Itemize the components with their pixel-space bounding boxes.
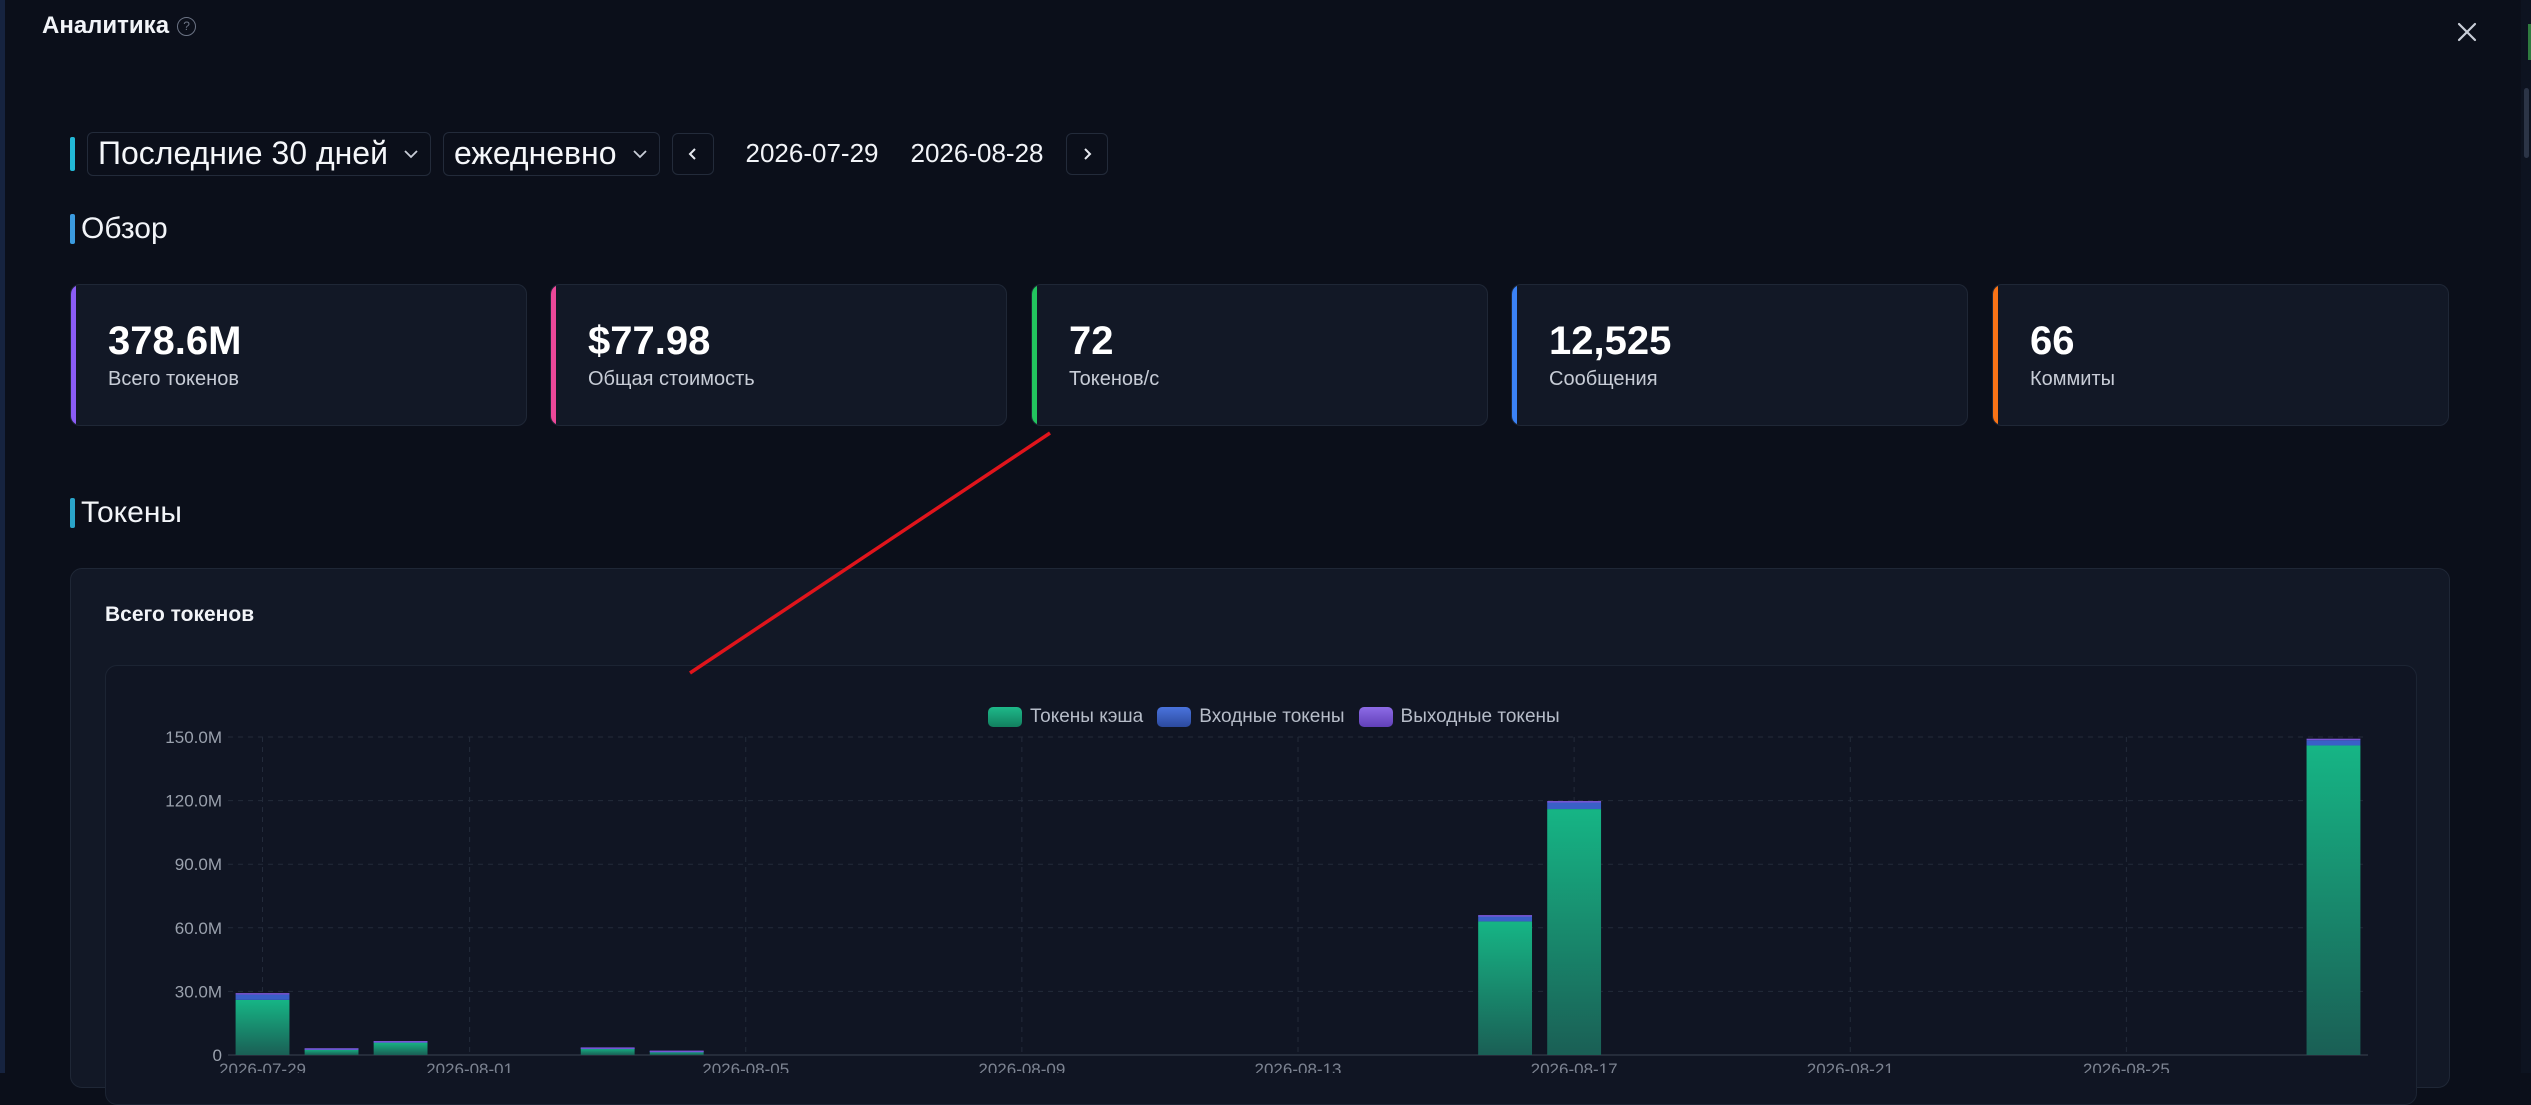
legend-item-cache[interactable]: Токены кэша: [988, 706, 1143, 728]
legend-swatch: [988, 707, 1022, 727]
x-tick-label: 2026-08-21: [1807, 1060, 1894, 1073]
chevron-right-icon: [1083, 147, 1091, 160]
bar-segment-cache[interactable]: [1547, 809, 1602, 1055]
y-tick-label: 60.0M: [175, 919, 222, 938]
legend-swatch: [1157, 707, 1192, 727]
bar-segment-output[interactable]: [649, 1050, 704, 1053]
stat-label: Сообщения: [1549, 368, 1658, 390]
window-left-edge: [0, 0, 5, 1073]
legend-label: Выходные токены: [1400, 706, 1560, 727]
stat-card-tokens-per-second: 72 Токенов/с: [1031, 284, 1488, 426]
stat-label: Всего токенов: [108, 368, 239, 390]
bar-segment-cache[interactable]: [1478, 921, 1533, 1055]
card-stripe: [1512, 285, 1517, 425]
scrollbar-track[interactable]: [2521, 0, 2531, 1073]
card-stripe: [551, 285, 556, 425]
bar-segment-input[interactable]: [1547, 802, 1602, 810]
card-stripe: [1993, 285, 1998, 425]
x-tick-label: 2026-08-25: [2083, 1060, 2170, 1073]
overview-title-text: Обзор: [81, 212, 168, 245]
annotation-line: [689, 431, 1051, 675]
card-stripe: [71, 285, 76, 425]
section-accent-bar: [70, 498, 75, 528]
bar-segment-output[interactable]: [580, 1047, 635, 1049]
bar-segment-cache[interactable]: [304, 1049, 359, 1055]
help-icon[interactable]: ?: [177, 16, 197, 36]
x-tick-label: 2026-07-29: [219, 1060, 306, 1073]
granularity-select-value: ежедневно: [453, 135, 617, 171]
tokens-bar-chart: 0 30.0M 60.0M 90.0M 120.0M 150.0M 2026-07-29 2…: [165, 728, 2368, 1073]
bar-segment-cache[interactable]: [373, 1042, 428, 1055]
date-controls: Последние 30 дней ежедневно 2026-07-29 2…: [70, 131, 1108, 176]
stat-value: 12,525: [1549, 319, 1672, 363]
x-tick-label: 2026-08-01: [426, 1060, 513, 1073]
stat-card-commits: 66 Коммиты: [1992, 284, 2449, 426]
bar-segment-cache[interactable]: [235, 999, 290, 1055]
period-select-value: Последние 30 дней: [98, 135, 388, 171]
chevron-left-icon: [688, 147, 696, 160]
stat-label: Токенов/с: [1069, 368, 1160, 390]
controls-accent-bar: [70, 136, 75, 171]
date-from: 2026-07-29: [745, 138, 879, 168]
legend-item-input[interactable]: Входные токены: [1157, 706, 1345, 728]
y-tick-label: 30.0M: [175, 982, 222, 1001]
legend-swatch: [1358, 707, 1393, 727]
section-accent-bar: [70, 214, 75, 244]
x-tick-label: 2026-08-05: [702, 1060, 789, 1073]
edge-indicator: [2528, 24, 2531, 60]
annotation-arrow: [689, 431, 1051, 675]
next-period-button[interactable]: [1065, 132, 1108, 175]
chart-legend: Токены кэша Входные токены Выходные токе…: [988, 706, 1560, 728]
stat-card-messages: 12,525 Сообщения: [1511, 284, 1968, 426]
stat-label: Общая стоимость: [588, 368, 755, 390]
stat-value: 378.6M: [108, 319, 242, 363]
stat-value: 72: [1069, 319, 1114, 363]
stat-value: $77.98: [588, 319, 711, 363]
date-to: 2026-08-28: [910, 138, 1044, 168]
bar-segment-output[interactable]: [1478, 915, 1533, 917]
bar-segment-input[interactable]: [1478, 916, 1533, 922]
overview-section-title: Обзор: [70, 212, 168, 246]
scrollbar-thumb[interactable]: [2524, 88, 2529, 158]
bar-segment-output[interactable]: [2306, 738, 2361, 741]
chevron-down-icon: [632, 149, 647, 158]
x-tick-label: 2026-08-13: [1255, 1060, 1342, 1073]
bar-segment-output[interactable]: [373, 1041, 428, 1043]
legend-item-output[interactable]: Выходные токены: [1358, 706, 1560, 728]
granularity-select[interactable]: ежедневно: [442, 131, 660, 176]
y-tick-label: 150.0M: [165, 728, 222, 747]
bar-segment-input[interactable]: [2306, 740, 2361, 746]
close-icon[interactable]: [2453, 18, 2481, 46]
bar-segment-output[interactable]: [1547, 801, 1602, 803]
x-tick-label: 2026-08-17: [1531, 1060, 1618, 1073]
tokens-section-title: Токены: [70, 496, 182, 530]
y-tick-label: 0: [213, 1046, 222, 1065]
bar-segment-cache[interactable]: [649, 1051, 704, 1055]
y-tick-label: 90.0M: [175, 855, 222, 874]
bar-segment-output[interactable]: [235, 993, 290, 995]
bar-segment-cache[interactable]: [580, 1048, 635, 1055]
stat-value: 66: [2030, 319, 2075, 363]
legend-label: Токены кэша: [1030, 706, 1144, 727]
x-tick-label: 2026-08-09: [978, 1060, 1065, 1073]
chevron-down-icon: [404, 149, 418, 158]
prev-period-button[interactable]: [671, 132, 714, 175]
stat-card-total-tokens: 378.6M Всего токенов: [70, 284, 527, 426]
bar-segment-output[interactable]: [304, 1048, 359, 1050]
stat-card-total-cost: $77.98 Общая стоимость: [550, 284, 1007, 426]
page-title: Аналитика ?: [42, 12, 197, 40]
tokens-chart-panel: Всего токенов: [70, 568, 2450, 1105]
stat-label: Коммиты: [2030, 368, 2115, 390]
page-title-text: Аналитика: [42, 12, 170, 39]
bar-segment-cache[interactable]: [2306, 745, 2361, 1055]
y-tick-label: 120.0M: [165, 792, 222, 811]
card-stripe: [1032, 285, 1037, 425]
legend-label: Входные токены: [1199, 706, 1345, 727]
tokens-title-text: Токены: [81, 496, 182, 529]
chart-title: Всего токенов: [105, 603, 255, 626]
bar-segment-input[interactable]: [235, 994, 290, 1000]
chart-container: [105, 665, 2417, 1105]
period-select[interactable]: Последние 30 дней: [87, 131, 431, 176]
